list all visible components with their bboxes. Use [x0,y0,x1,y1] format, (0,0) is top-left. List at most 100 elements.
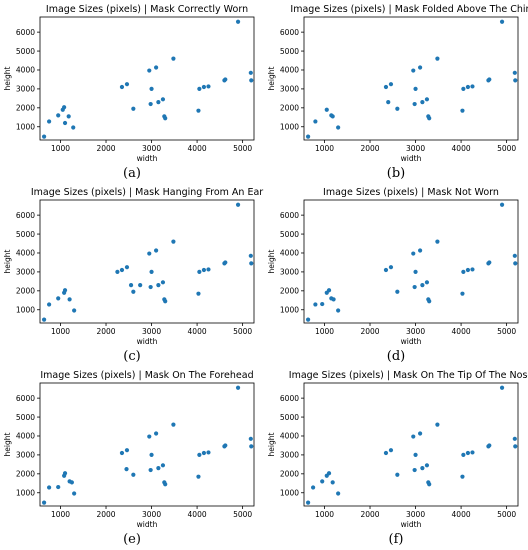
data-point [470,84,475,89]
data-point [160,97,166,102]
data-point [201,267,207,273]
panel-caption: (f) [388,532,404,547]
data-point [147,68,152,73]
x-tick-label: 3000 [142,144,161,153]
x-tick-label: 3000 [406,327,425,336]
data-point [62,288,68,293]
data-point [412,467,417,473]
data-point [326,288,332,293]
data-point [47,302,52,307]
y-axis-label: height [267,432,276,456]
data-point [156,283,161,288]
data-point [156,466,161,471]
y-tick-label: 4000 [16,249,35,258]
data-point [196,108,201,113]
data-point [435,56,440,61]
data-point [460,474,465,479]
y-tick-label: 1000 [16,305,35,314]
data-point [248,253,253,258]
data-point [465,267,471,273]
y-tick-label: 4000 [16,66,35,75]
data-point [461,269,466,275]
data-point [513,444,518,449]
x-tick-label: 2000 [360,327,379,336]
data-point [41,317,47,322]
data-point [427,482,432,487]
y-tick-label: 4000 [16,432,35,441]
data-point [499,202,505,207]
y-tick-label: 2000 [16,470,35,479]
data-point [336,491,341,496]
y-tick-label: 3000 [280,451,299,460]
x-tick-label: 5000 [233,327,252,336]
plot-frame [303,382,519,507]
panel-caption: (d) [386,349,406,364]
data-point [56,113,61,118]
data-point [465,450,471,456]
panel-caption: (b) [386,166,406,181]
y-tick-label: 1000 [280,122,299,131]
x-tick-label: 5000 [497,510,516,519]
y-tick-label: 1000 [16,488,35,497]
data-point [388,448,394,453]
x-tick-label: 1000 [315,327,334,336]
y-axis-label: height [3,249,12,273]
data-point [163,116,168,121]
data-point [305,500,311,505]
y-tick-label: 6000 [280,28,299,37]
y-tick-label: 2000 [16,287,35,296]
data-point [149,269,154,275]
data-point [470,267,475,272]
data-point [386,100,391,105]
data-point [147,251,152,256]
data-point [427,299,432,304]
data-point [160,463,166,468]
panel-c: Image Sizes (pixels) | Mask Hanging From… [0,183,264,366]
data-point [418,431,423,436]
data-point [420,100,425,105]
data-point [512,253,517,258]
data-point [487,260,492,265]
data-point [412,101,417,107]
plot-frame [39,16,255,141]
x-tick-label: 3000 [406,510,425,519]
panel-caption: (e) [123,532,141,547]
data-point [66,114,71,119]
data-point [413,452,418,458]
y-tick-label: 3000 [16,451,35,460]
data-point [148,467,153,473]
data-point [330,114,335,119]
data-point [249,261,254,266]
x-tick-label: 3000 [142,327,161,336]
plot-frame [39,199,255,324]
data-point [201,450,207,456]
y-tick-label: 3000 [280,85,299,94]
data-point [461,86,466,92]
data-point [163,482,168,487]
x-tick-label: 4000 [452,510,471,519]
data-point [47,119,52,124]
x-tick-label: 2000 [96,510,115,519]
data-point [499,19,505,24]
y-tick-label: 6000 [280,394,299,403]
x-axis-label: width [137,520,158,529]
data-point [138,283,143,288]
data-point [331,297,336,302]
chart-title: Image Sizes (pixels) | Mask On The Tip O… [289,370,528,381]
x-tick-label: 4000 [452,327,471,336]
data-point [411,251,416,256]
data-point [470,450,475,455]
data-point [336,308,341,313]
data-point [460,291,465,296]
x-tick-label: 3000 [406,144,425,153]
data-point [56,296,61,301]
data-point [320,301,325,307]
x-tick-label: 3000 [142,510,161,519]
chart-title: Image Sizes (pixels) | Mask Hanging From… [31,187,263,198]
data-point [512,436,517,441]
data-point [235,385,241,390]
data-point [62,120,68,126]
data-point [197,86,202,92]
data-point [513,78,518,83]
y-tick-label: 5000 [280,413,299,422]
